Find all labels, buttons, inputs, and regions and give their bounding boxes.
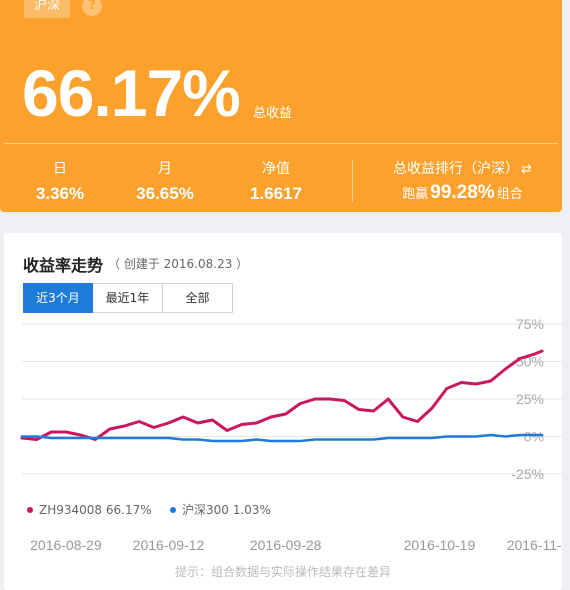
tab-1-year[interactable]: 最近1年 [93, 283, 163, 313]
x-tick-label: 2016-08-29 [30, 537, 102, 553]
tab-all[interactable]: 全部 [163, 283, 233, 313]
rank-beat-prefix: 跑赢 [402, 187, 429, 202]
metric-day-label: 日 [53, 161, 67, 177]
metric-month-value: 36.65% [136, 184, 194, 203]
metric-nav-label: 净值 [262, 161, 290, 177]
y-tick-label: 0% [524, 429, 544, 445]
series-line-index [20, 433, 544, 443]
rank-panel[interactable]: 总收益排行（沪深） ⇄ 跑赢 99.28% 组合 [370, 160, 555, 204]
metric-nav-value: 1.6617 [250, 184, 302, 203]
x-tick-label: 2016-10-19 [404, 537, 476, 553]
total-return-value: 66.17% [22, 56, 241, 130]
hero-divider [4, 143, 558, 144]
trend-title: 收益率走势 [23, 256, 104, 275]
legend-marker [170, 507, 176, 513]
total-return-label: 总收益 [253, 106, 293, 121]
period-tabs: 近3个月 最近1年 全部 [23, 283, 233, 313]
rank-beat-row: 跑赢 99.28% 组合 [370, 182, 555, 204]
trend-card: 收益率走势 （ 创建于 2016.08.23 ） 近3个月 最近1年 全部 75… [4, 233, 562, 590]
series-line-portfolio [20, 349, 544, 441]
swap-icon[interactable]: ⇄ [521, 162, 532, 177]
legend-label: ZH934008 66.17% [39, 503, 152, 517]
rank-label-row: 总收益排行（沪深） ⇄ [370, 160, 555, 179]
trend-created-date: （ 创建于 2016.08.23 ） [108, 257, 249, 271]
metric-day: 日 3.36% [20, 160, 100, 205]
y-tick-label: -25% [511, 466, 544, 482]
help-icon[interactable]: ? [82, 0, 102, 16]
metric-day-value: 3.36% [35, 184, 85, 203]
rank-label: 总收益排行（沪深） [393, 161, 520, 177]
metrics-divider [352, 160, 353, 202]
x-tick-label: 2016-09-12 [133, 537, 205, 553]
rank-beat-suffix: 组合 [496, 187, 523, 202]
legend-marker [27, 507, 33, 513]
x-tick-label: 2016-11-02 [507, 537, 562, 553]
metric-month: 月 36.65% [125, 160, 205, 205]
summary-card: 沪深 ? 66.17% 总收益 日 3.36% 月 36.65% 净值 1.66… [0, 0, 562, 212]
metric-month-label: 月 [158, 161, 172, 177]
return-chart: 75%50%25%0%-25%ZH934008 66.17% 沪深300 1.03… [20, 316, 562, 553]
legend-label: 沪深300 1.03% [182, 503, 271, 517]
y-tick-label: 75% [516, 316, 544, 332]
disclaimer: 提示：组合数据与实际操作结果存在差异 [174, 565, 391, 579]
y-tick-label: 25% [516, 391, 544, 407]
x-tick-label: 2016-09-28 [250, 537, 322, 553]
tab-3-months[interactable]: 近3个月 [23, 283, 93, 313]
market-tag[interactable]: 沪深 [24, 0, 71, 18]
metric-nav: 净值 1.6617 [236, 160, 316, 205]
rank-beat-value: 99.28% [430, 182, 495, 203]
